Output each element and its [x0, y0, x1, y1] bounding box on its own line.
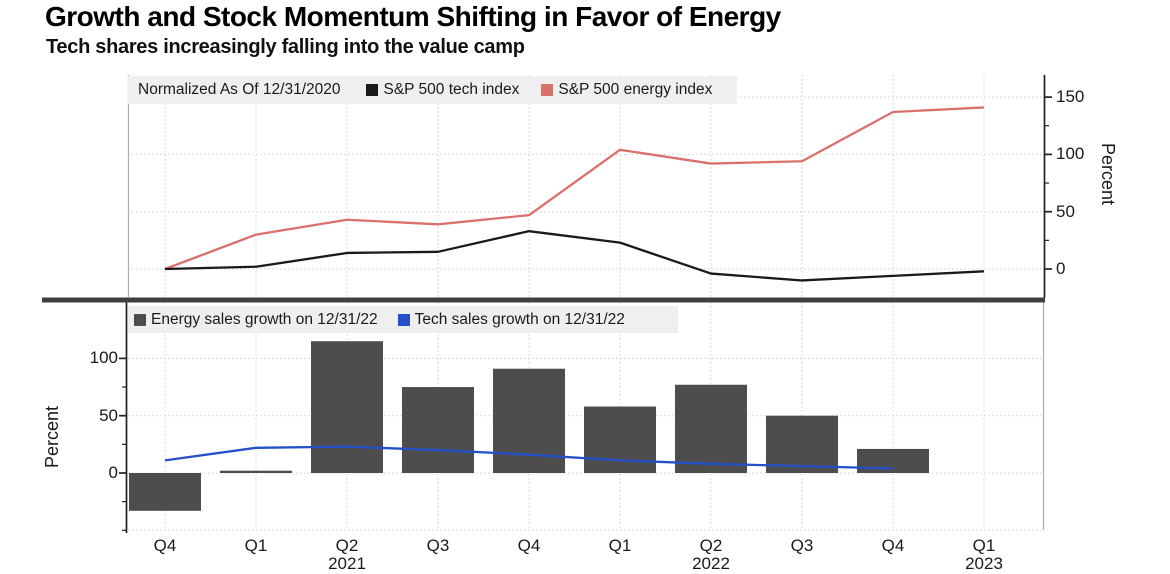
x-quarter-label: Q3 [790, 536, 814, 555]
legend-label-energy-index: S&P 500 energy index [558, 81, 713, 98]
x-quarter-label: Q2 [335, 536, 359, 555]
energy-sales-bar [675, 384, 747, 473]
legend-label-energy-sales: Energy sales growth on 12/31/22 [151, 310, 378, 328]
tech-sales-swatch-icon [397, 313, 410, 326]
x-quarter-label: Q3 [426, 536, 450, 555]
x-quarter-label: Q4 [881, 536, 905, 555]
energy-sales-swatch-icon [134, 313, 146, 326]
energy-index-swatch-icon [541, 84, 554, 96]
panel-divider [42, 297, 1045, 303]
top-y-tick-label: 150 [1056, 87, 1085, 107]
top-y-axis-title: Percent [1098, 143, 1118, 206]
x-year-label: 2022 [692, 554, 730, 573]
bottom-y-tick-label: 0 [108, 463, 118, 482]
energy-sales-bar [766, 415, 838, 473]
x-quarter-label: Q2 [699, 536, 723, 555]
legend-item-energy-index: S&P 500 energy index [541, 81, 712, 99]
tech-sales-line [164, 445, 894, 470]
legend-item-tech-sales: Tech sales growth on 12/31/22 [397, 310, 625, 329]
page-title: Growth and Stock Momentum Shifting in Fa… [45, 1, 781, 32]
legend-label-tech-index: S&P 500 tech index [383, 81, 520, 98]
bottom-y-tick-label: 100 [89, 348, 118, 368]
legend-label-tech-sales: Tech sales growth on 12/31/22 [414, 310, 625, 328]
bottom-chart-legend: Energy sales growth on 12/31/22 Tech sal… [128, 306, 678, 333]
x-quarter-label: Q1 [244, 536, 268, 555]
x-quarter-label: Q1 [972, 536, 996, 555]
tech-index-swatch-icon [366, 84, 379, 96]
top-y-tick-label: 50 [1056, 201, 1075, 221]
x-quarter-label: Q4 [153, 536, 177, 555]
energy-sales-bar [129, 473, 201, 511]
x-quarter-label: Q4 [517, 536, 541, 555]
x-year-label: 2023 [965, 554, 1003, 573]
top-chart-legend: Normalized As Of 12/31/2020 S&P 500 tech… [128, 76, 737, 104]
top-y-tick-label: 0 [1056, 259, 1066, 278]
tech-index-line [164, 230, 985, 282]
legend-item-tech-index: S&P 500 tech index [366, 81, 519, 99]
normalization-note: Normalized As Of 12/31/2020 [138, 81, 341, 98]
energy-sales-bar [857, 448, 929, 473]
energy-sales-bar [311, 341, 383, 473]
energy-index-line [164, 106, 985, 271]
legend-item-energy-sales: Energy sales growth on 12/31/22 [134, 311, 378, 329]
energy-sales-bar [584, 406, 656, 473]
energy-sales-bar [220, 470, 292, 473]
bottom-y-tick-label: 50 [99, 405, 118, 425]
energy-sales-bar [402, 387, 474, 473]
x-quarter-label: Q1 [608, 536, 632, 555]
top-y-tick-label: 100 [1056, 144, 1085, 164]
x-year-label: 2021 [328, 554, 366, 573]
page-subtitle: Tech shares increasingly falling into th… [46, 36, 525, 58]
